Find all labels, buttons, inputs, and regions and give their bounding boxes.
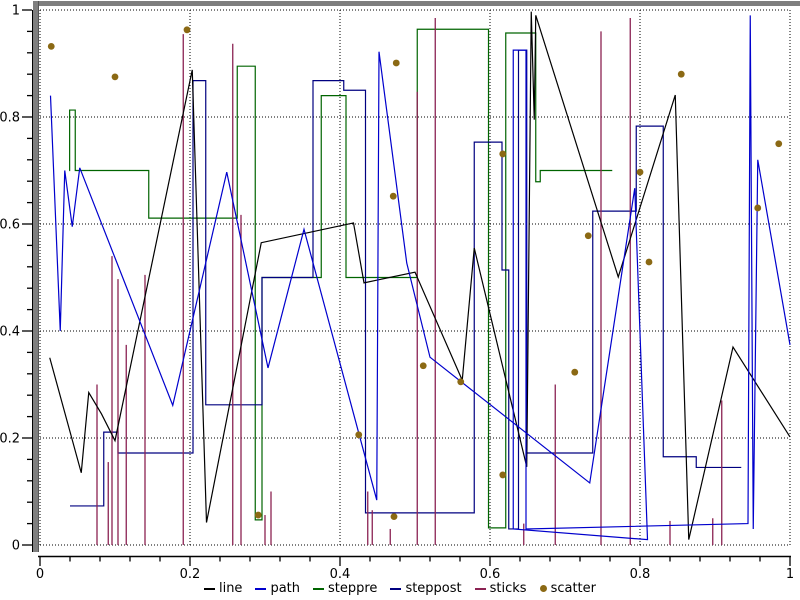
series-line xyxy=(49,11,791,540)
series-scatter-point xyxy=(584,232,592,240)
series-scatter-point xyxy=(390,513,398,521)
legend-marker-sticks xyxy=(474,587,486,590)
legend-item-steppost: steppost xyxy=(390,581,462,596)
series-scatter-point xyxy=(111,73,119,81)
legend-marker-line xyxy=(203,587,215,590)
series-scatter-point xyxy=(457,378,465,386)
y-tick-label: 0.2 xyxy=(0,432,20,447)
legend-label-sticks: sticks xyxy=(489,581,527,596)
y-tick-label: 1 xyxy=(12,4,20,19)
y-tick-label: 0.4 xyxy=(0,325,20,340)
y-tick-label: 0 xyxy=(12,539,20,554)
series-scatter-point xyxy=(645,258,653,266)
legend-item-line: line xyxy=(203,581,243,596)
legend-label-path: path xyxy=(270,581,300,596)
series-scatter-point xyxy=(499,471,507,479)
series-scatter-point xyxy=(47,42,55,50)
legend-marker-steppre xyxy=(313,587,324,590)
series-scatter-point xyxy=(499,150,507,158)
series-scatter-point xyxy=(355,431,363,439)
legend-item-sticks: sticks xyxy=(474,581,527,596)
series-scatter-point xyxy=(754,204,762,212)
legend-marker-path xyxy=(255,587,267,590)
frame-left xyxy=(33,1,38,552)
y-tick-label: 0.8 xyxy=(0,111,20,126)
series-scatter-point xyxy=(392,59,400,67)
series-path xyxy=(49,15,791,541)
series-steppost xyxy=(70,49,742,530)
x-tick-label: 0.2 xyxy=(180,567,201,582)
legend-item-scatter: scatter xyxy=(539,581,597,596)
series-scatter-point xyxy=(571,368,579,376)
legend-label-line: line xyxy=(218,581,243,596)
series-steppre xyxy=(69,28,613,529)
legend-item-path: path xyxy=(255,581,300,596)
frame-top xyxy=(33,1,800,6)
legend: line path steppre steppost sticks scatter xyxy=(0,581,800,596)
x-tick-label: 0.6 xyxy=(480,567,501,582)
series-scatter-point xyxy=(636,168,644,176)
series-scatter-point xyxy=(775,140,783,148)
x-tick-label: 0.4 xyxy=(330,567,351,582)
legend-item-steppre: steppre xyxy=(313,581,377,596)
x-tick-label: 1 xyxy=(786,567,794,582)
series-scatter-point xyxy=(419,362,427,370)
legend-label-scatter: scatter xyxy=(550,581,597,596)
x-tick-label: 0.8 xyxy=(630,567,651,582)
legend-marker-steppost xyxy=(390,587,402,590)
series-scatter-point xyxy=(254,511,262,519)
legend-label-steppre: steppre xyxy=(328,581,378,596)
series-scatter-point xyxy=(389,192,397,200)
y-tick-label: 0.6 xyxy=(0,218,20,233)
series-scatter-point xyxy=(677,70,685,78)
x-tick-label: 0 xyxy=(36,567,44,582)
series-scatter-point xyxy=(183,26,191,34)
legend-label-steppost: steppost xyxy=(405,581,462,596)
legend-marker-scatter xyxy=(539,585,547,592)
